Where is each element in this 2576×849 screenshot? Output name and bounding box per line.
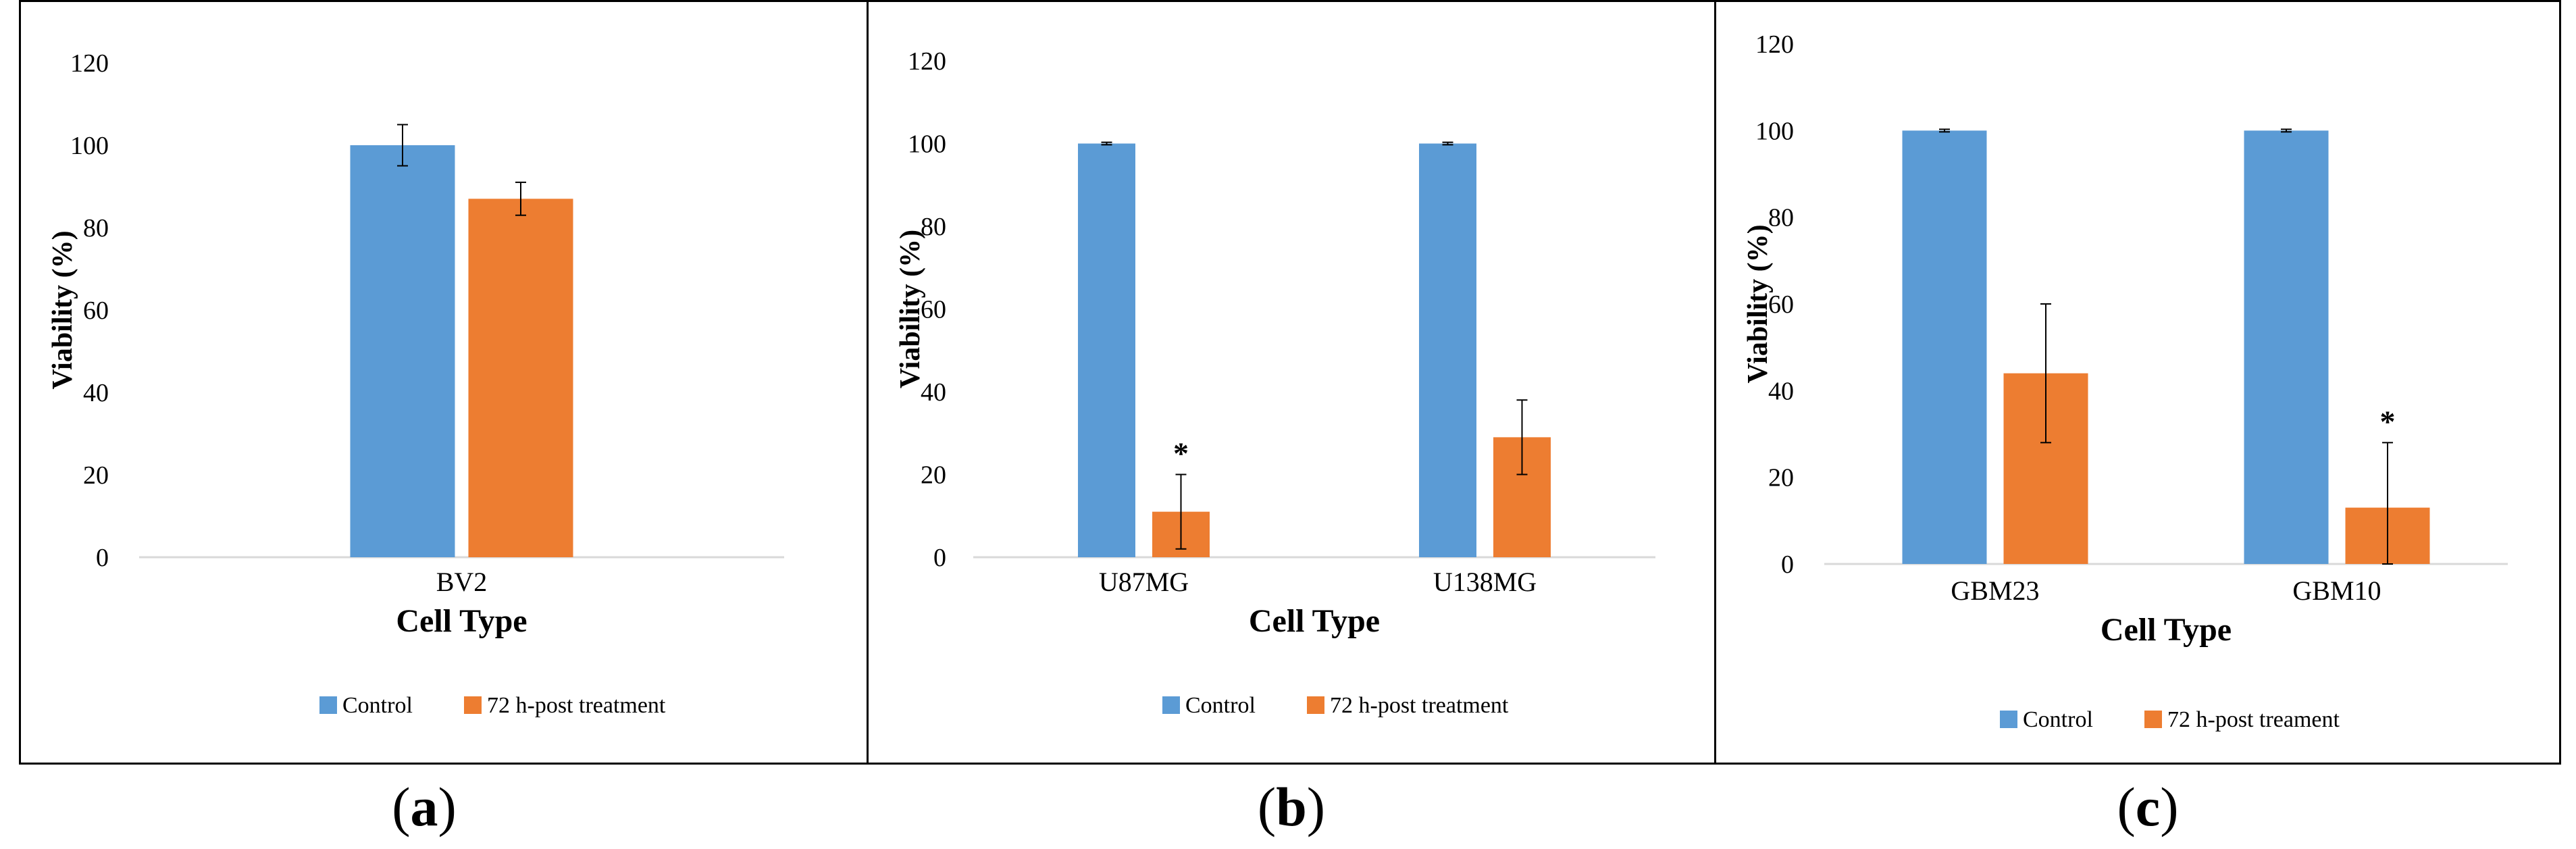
x-axis-label: Cell Type xyxy=(1249,603,1380,639)
y-tick-label: 40 xyxy=(1768,377,1794,405)
y-tick-label: 20 xyxy=(83,461,109,490)
caption-c: (c) xyxy=(2117,776,2179,838)
legend-swatch xyxy=(319,696,337,714)
bar-control-u87mg xyxy=(1078,143,1135,557)
chart-b: 0 20 40 60 80 100 120 Viability (%) * U87MG U138MG… xyxy=(895,47,1655,718)
y-tick-label: 60 xyxy=(1768,290,1794,319)
x-tick-label: U138MG xyxy=(1433,567,1537,597)
legend-swatch xyxy=(1307,696,1324,714)
legend-swatch xyxy=(1162,696,1180,714)
x-axis-label: Cell Type xyxy=(2101,612,2232,648)
bar-control-u138mg xyxy=(1419,143,1476,557)
x-tick-label: U87MG xyxy=(1099,567,1189,597)
y-tick-label: 40 xyxy=(83,379,109,407)
significance-marker: * xyxy=(1173,436,1189,471)
y-tick-label: 40 xyxy=(921,378,946,407)
y-tick-label: 100 xyxy=(908,130,946,159)
chart-c: 0 20 40 60 80 100 120 Viability (%) GBM23 * GBM10 C… xyxy=(1743,30,2508,732)
chart-panel-c: 0 20 40 60 80 100 120 Viability (%) GBM23 * GBM10 C… xyxy=(1714,0,2561,765)
y-tick-label: 120 xyxy=(70,49,109,78)
legend-swatch xyxy=(464,696,482,714)
caption-a: (a) xyxy=(392,776,457,838)
y-tick-label: 20 xyxy=(1768,464,1794,492)
x-axis-label: Cell Type xyxy=(396,603,527,639)
bar-72-h-post-treatment-bv2 xyxy=(468,199,573,557)
significance-marker: * xyxy=(2380,404,2396,438)
caption-b: (b) xyxy=(1257,776,1326,838)
y-axis-label: Viability (%) xyxy=(47,230,78,389)
legend-label: Control xyxy=(342,693,413,718)
y-tick-label: 0 xyxy=(96,544,109,572)
x-tick-label: GBM23 xyxy=(1951,575,2039,606)
bar-control-gbm23 xyxy=(1902,130,1987,565)
y-tick-label: 120 xyxy=(1755,30,1794,59)
bar-control-bv2 xyxy=(350,145,455,557)
legend-label: Control xyxy=(1185,693,1256,718)
chart-panel-a: 0 20 40 60 80 100 120 Viability (%) BV2 Cell Type… xyxy=(19,0,869,765)
y-tick-label: 60 xyxy=(921,296,946,324)
legend-label: Control xyxy=(2023,707,2093,732)
y-tick-label: 20 xyxy=(921,461,946,490)
legend-swatch xyxy=(2144,711,2162,728)
x-tick-label: BV2 xyxy=(436,567,488,597)
legend-label: 72 h-post treatment xyxy=(487,693,666,718)
y-tick-label: 80 xyxy=(921,213,946,241)
legend-swatch xyxy=(2000,711,2017,728)
y-axis-label: Viability (%) xyxy=(895,230,926,388)
bar-control-gbm10 xyxy=(2244,130,2329,565)
y-tick-label: 100 xyxy=(1755,117,1794,145)
y-axis-label: Viability (%) xyxy=(1743,224,1774,383)
y-tick-label: 80 xyxy=(83,214,109,242)
chart-panel-b: 0 20 40 60 80 100 120 Viability (%) * U87MG U138MG… xyxy=(867,0,1716,765)
y-tick-label: 60 xyxy=(83,297,109,325)
y-tick-label: 80 xyxy=(1768,204,1794,232)
legend-label: 72 h-post treatment xyxy=(1330,693,1509,718)
legend-label: 72 h-post treament xyxy=(2167,707,2340,732)
y-tick-label: 0 xyxy=(933,544,946,572)
chart-a: 0 20 40 60 80 100 120 Viability (%) BV2 Cell Type… xyxy=(47,49,784,718)
x-tick-label: GBM10 xyxy=(2292,575,2381,606)
y-tick-label: 0 xyxy=(1781,550,1794,579)
y-tick-label: 120 xyxy=(908,47,946,76)
y-tick-label: 100 xyxy=(70,132,109,160)
